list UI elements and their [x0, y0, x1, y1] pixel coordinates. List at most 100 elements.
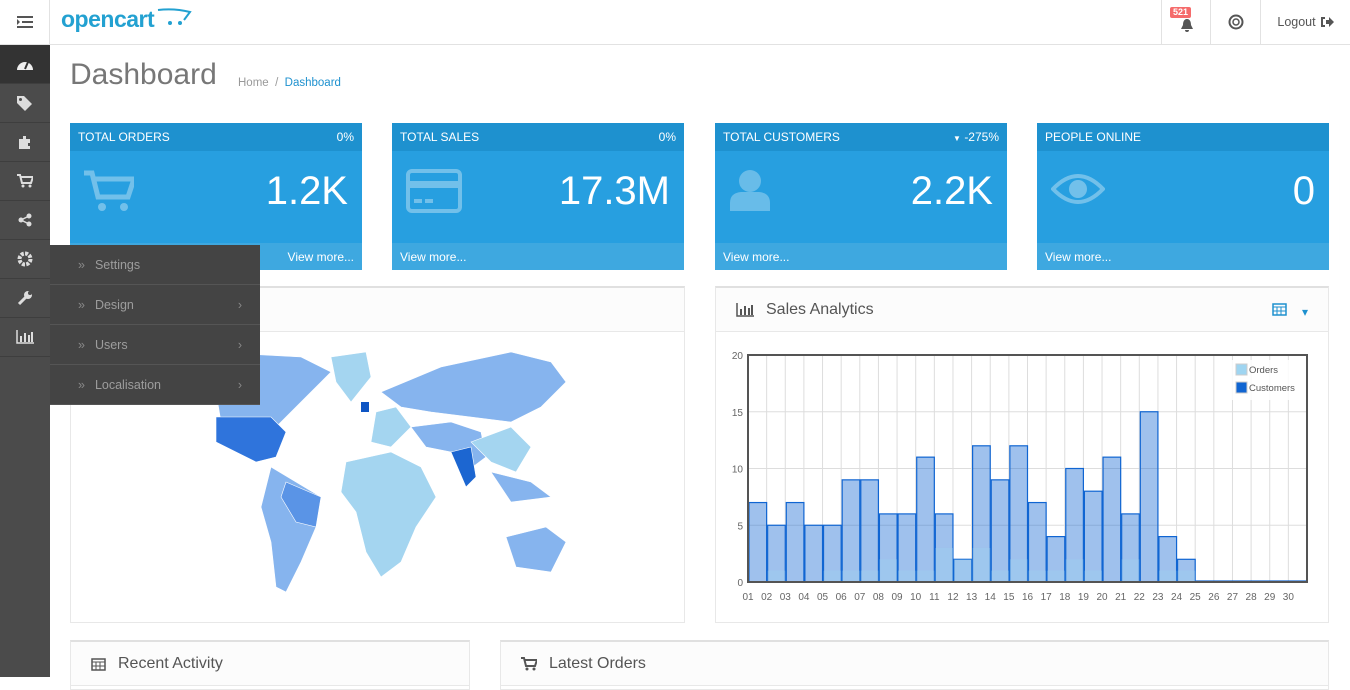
- calendar-icon: [91, 657, 106, 671]
- submenu-label: Settings: [94, 257, 141, 272]
- tile-title: TOTAL CUSTOMERS: [723, 130, 840, 144]
- bar-orders: [1158, 570, 1177, 582]
- x-tick-label: 10: [910, 592, 922, 603]
- tile-total-customers: TOTAL CUSTOMERS ▼ -275% 2.2K View more...: [715, 123, 1007, 270]
- breadcrumb-home[interactable]: Home: [238, 77, 269, 89]
- menu-toggle-button[interactable]: [0, 0, 50, 44]
- cart-icon: [521, 656, 537, 670]
- x-tick-label: 04: [798, 592, 810, 603]
- notifications-button[interactable]: 521: [1161, 0, 1211, 44]
- page-title: Dashboard: [70, 58, 217, 91]
- sidebar-item-system[interactable]: [0, 240, 50, 279]
- bar-customers: [1102, 456, 1122, 583]
- sidebar-item-catalog[interactable]: [0, 84, 50, 123]
- sidebar-item-reports[interactable]: [0, 318, 50, 357]
- x-tick-label: 09: [892, 592, 904, 603]
- bar-customers: [841, 479, 861, 583]
- x-tick-label: 27: [1227, 592, 1239, 603]
- x-tick-label: 05: [817, 592, 829, 603]
- sidebar: [0, 45, 50, 677]
- bar-customers: [785, 501, 805, 583]
- bar-customers: [804, 524, 824, 583]
- x-tick-label: 13: [966, 592, 978, 603]
- double-chevron-icon: »: [78, 257, 85, 272]
- bar-orders: [1065, 559, 1084, 582]
- bar-chart-icon: [16, 330, 34, 344]
- submenu-item-design[interactable]: » Design ›: [50, 285, 260, 325]
- x-tick-label: 24: [1171, 592, 1183, 603]
- date-range-dropdown[interactable]: ▾: [1271, 302, 1308, 319]
- x-tick-label: 26: [1208, 592, 1220, 603]
- x-tick-label: 01: [742, 592, 754, 603]
- x-tick-label: 14: [985, 592, 997, 603]
- user-icon: [730, 170, 770, 211]
- x-tick-label: 20: [1096, 592, 1108, 603]
- x-tick-label: 11: [929, 592, 940, 603]
- legend-swatch: [1235, 381, 1248, 394]
- legend-label: Customers: [1249, 383, 1295, 394]
- logout-button[interactable]: Logout: [1260, 0, 1350, 44]
- bar-orders: [1177, 570, 1196, 582]
- opencart-logo[interactable]: opencart: [61, 6, 192, 33]
- x-tick-label: 17: [1041, 592, 1053, 603]
- share-icon: [18, 213, 32, 227]
- panel-title: Recent Activity: [118, 654, 223, 672]
- x-tick-label: 29: [1264, 592, 1276, 603]
- breadcrumb: Home / Dashboard: [238, 77, 341, 89]
- panel-title: Latest Orders: [549, 654, 646, 672]
- logout-label: Logout: [1277, 15, 1316, 29]
- bar-orders: [953, 559, 972, 582]
- double-chevron-icon: »: [78, 337, 85, 352]
- bar-orders: [879, 559, 898, 582]
- chevron-right-icon: ›: [237, 297, 242, 312]
- life-ring-icon: [1228, 14, 1243, 30]
- caret-down-icon: ▼: [953, 134, 961, 143]
- sidebar-item-extensions[interactable]: [0, 123, 50, 162]
- bar-orders: [935, 547, 953, 582]
- chevron-right-icon: ›: [237, 377, 242, 392]
- submenu-item-settings[interactable]: » Settings: [50, 245, 260, 285]
- tile-people-online: PEOPLE ONLINE 0 View more...: [1037, 123, 1329, 270]
- tile-value: 17.3M: [558, 169, 670, 213]
- sidebar-item-sales[interactable]: [0, 162, 50, 201]
- bar-orders: [1084, 570, 1103, 582]
- sidebar-item-marketing[interactable]: [0, 201, 50, 240]
- cart-icon: [84, 170, 134, 211]
- bar-orders: [823, 570, 842, 582]
- x-tick-label: 16: [1022, 592, 1034, 603]
- bar-customers: [1027, 501, 1047, 583]
- x-tick-label: 02: [761, 592, 773, 603]
- x-tick-label: 28: [1246, 592, 1258, 603]
- x-tick-label: 23: [1152, 592, 1164, 603]
- calendar-icon: [1271, 303, 1287, 316]
- bar-orders: [767, 570, 786, 582]
- sidebar-item-tools[interactable]: [0, 279, 50, 318]
- x-tick-label: 15: [1003, 592, 1015, 603]
- bar-orders: [1028, 570, 1047, 582]
- help-button[interactable]: [1210, 0, 1260, 44]
- cart-icon: [17, 174, 33, 188]
- tile-value: 1.2K: [265, 169, 348, 213]
- x-tick-label: 21: [1115, 592, 1127, 603]
- breadcrumb-dashboard[interactable]: Dashboard: [284, 77, 341, 89]
- bar-orders: [860, 570, 879, 582]
- submenu-label: Design: [94, 297, 134, 312]
- y-tick-label: 0: [737, 578, 743, 589]
- bar-chart-icon: [736, 302, 754, 317]
- bar-orders: [972, 547, 991, 582]
- tile-value: 0: [1292, 169, 1315, 213]
- tile-title: TOTAL ORDERS: [78, 130, 170, 144]
- dashboard-icon: [17, 61, 33, 70]
- x-tick-label: 07: [854, 592, 866, 603]
- view-more-link[interactable]: View more...: [715, 243, 1007, 270]
- submenu-item-users[interactable]: » Users ›: [50, 325, 260, 365]
- tags-icon: [17, 96, 32, 111]
- sales-chart: 01 02 03 04 05 06 07 08 09 10 11 12 13 14 15 16 17 18 19 20…: [732, 351, 1308, 603]
- submenu-item-localisation[interactable]: » Localisation ›: [50, 365, 260, 405]
- view-more-link[interactable]: View more...: [392, 243, 684, 270]
- sidebar-item-dashboard[interactable]: [0, 45, 50, 84]
- view-more-link[interactable]: View more...: [1037, 243, 1329, 270]
- y-tick-label: 5: [737, 521, 743, 532]
- menu-indent-icon: [16, 16, 33, 28]
- submenu-label: Users: [94, 337, 128, 352]
